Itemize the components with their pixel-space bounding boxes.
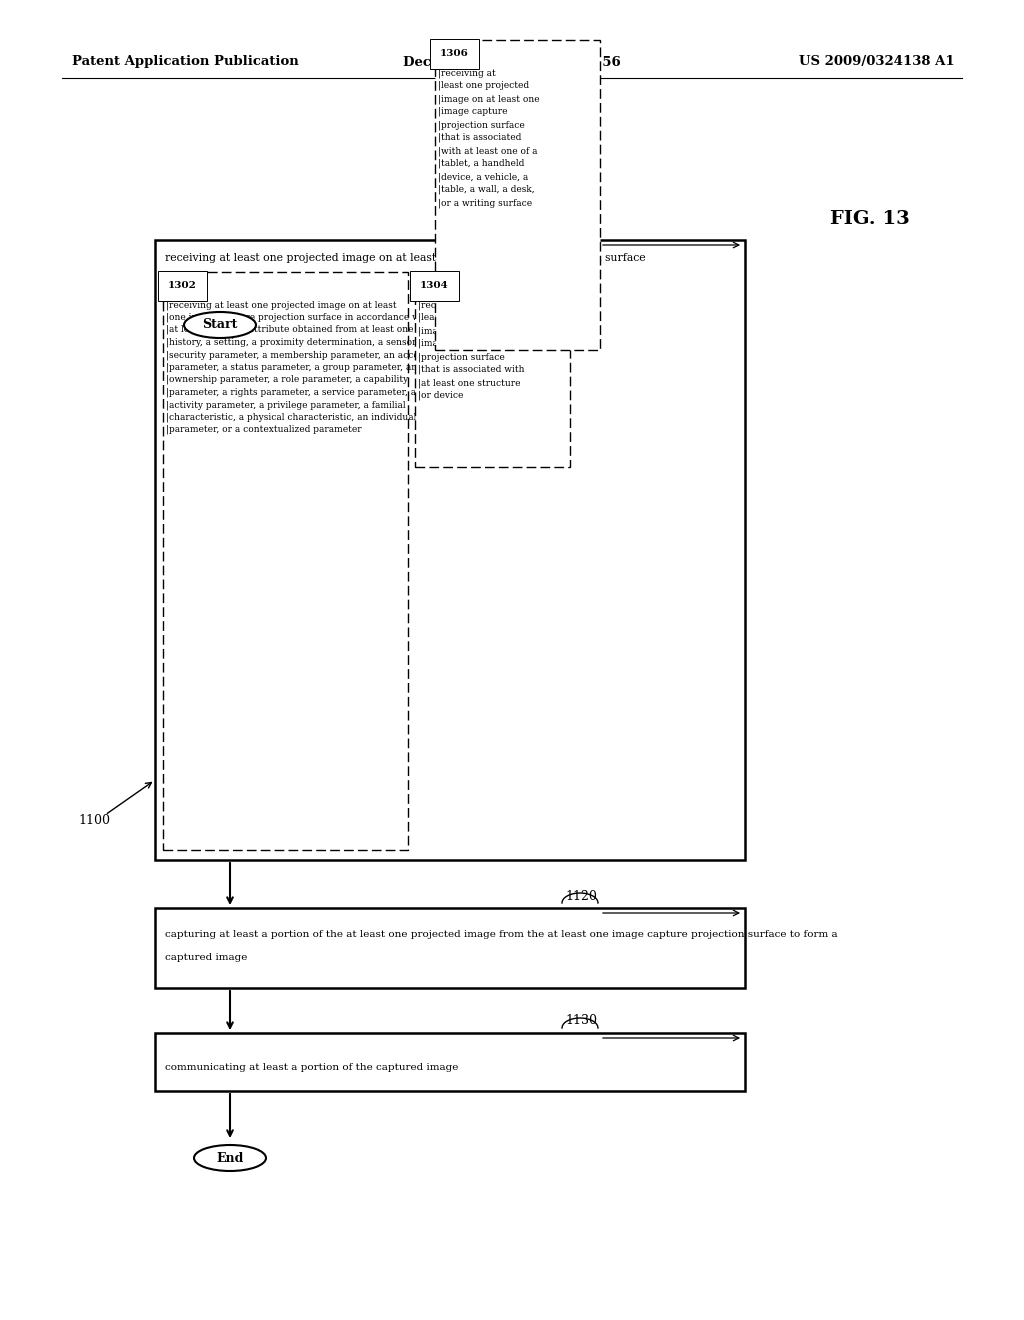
Text: |or device: |or device <box>418 391 464 400</box>
Text: receiving at least one projected image on at least one image capture projection : receiving at least one projected image o… <box>165 253 645 263</box>
Ellipse shape <box>194 1144 266 1171</box>
Ellipse shape <box>184 312 256 338</box>
Bar <box>435 40 600 350</box>
Text: |parameter, or a contextualized parameter: |parameter, or a contextualized paramete… <box>166 425 361 434</box>
Text: 1100: 1100 <box>78 813 110 826</box>
Bar <box>163 272 408 850</box>
Text: |security parameter, a membership parameter, an account: |security parameter, a membership parame… <box>166 350 434 359</box>
Text: 1304: 1304 <box>420 281 449 290</box>
Text: Patent Application Publication: Patent Application Publication <box>72 55 299 69</box>
Text: |at least one structure: |at least one structure <box>418 378 520 388</box>
Text: |at least one user attribute obtained from at least one of a: |at least one user attribute obtained fr… <box>166 325 433 334</box>
Text: captured image: captured image <box>165 953 248 962</box>
Text: |least one projected: |least one projected <box>418 313 509 322</box>
Text: capturing at least a portion of the at least one projected image from the at lea: capturing at least a portion of the at l… <box>165 931 838 939</box>
Text: |that is associated: |that is associated <box>438 133 521 143</box>
Text: Start: Start <box>203 318 238 331</box>
Text: |device, a vehicle, a: |device, a vehicle, a <box>438 172 528 181</box>
Text: |or a writing surface: |or a writing surface <box>438 198 532 207</box>
Text: 1302: 1302 <box>168 281 197 290</box>
Text: 1110: 1110 <box>565 222 597 235</box>
Text: |image capture: |image capture <box>438 107 508 116</box>
Text: 1306: 1306 <box>440 49 469 58</box>
Text: Dec. 31, 2009  Sheet 13 of 56: Dec. 31, 2009 Sheet 13 of 56 <box>403 55 621 69</box>
Text: |least one projected: |least one projected <box>438 81 529 91</box>
Text: |projection surface: |projection surface <box>418 352 505 362</box>
Text: |tablet, a handheld: |tablet, a handheld <box>438 158 524 169</box>
Text: |image capture: |image capture <box>418 339 487 348</box>
Text: End: End <box>216 1151 244 1164</box>
Text: |one image capture projection surface in accordance with: |one image capture projection surface in… <box>166 313 432 322</box>
Bar <box>155 908 745 987</box>
Text: |with at least one of a: |with at least one of a <box>438 147 538 156</box>
Text: communicating at least a portion of the captured image: communicating at least a portion of the … <box>165 1063 459 1072</box>
Text: FIG. 13: FIG. 13 <box>830 210 910 228</box>
Text: |parameter, a rights parameter, a service parameter, an: |parameter, a rights parameter, a servic… <box>166 388 422 397</box>
Bar <box>155 240 745 861</box>
Text: |image on at least one: |image on at least one <box>438 94 540 103</box>
Text: 1130: 1130 <box>565 1015 597 1027</box>
Text: |ownership parameter, a role parameter, a capability: |ownership parameter, a role parameter, … <box>166 375 409 384</box>
Text: 1120: 1120 <box>565 890 597 903</box>
Text: |table, a wall, a desk,: |table, a wall, a desk, <box>438 185 535 194</box>
Bar <box>155 1034 745 1092</box>
Text: |that is associated with: |that is associated with <box>418 366 524 375</box>
Text: |characteristic, a physical characteristic, an individualized: |characteristic, a physical characterist… <box>166 412 435 422</box>
Text: |receiving at least one projected image on at least: |receiving at least one projected image … <box>166 300 396 309</box>
Text: |receiving at: |receiving at <box>418 300 476 309</box>
Text: US 2009/0324138 A1: US 2009/0324138 A1 <box>800 55 955 69</box>
Text: |history, a setting, a proximity determination, a sensor, a: |history, a setting, a proximity determi… <box>166 338 427 347</box>
Text: |parameter, a status parameter, a group parameter, an: |parameter, a status parameter, a group … <box>166 363 417 372</box>
Text: |activity parameter, a privilege parameter, a familial: |activity parameter, a privilege paramet… <box>166 400 406 409</box>
Bar <box>415 272 570 467</box>
Text: |image on at least one: |image on at least one <box>418 326 519 335</box>
Text: |projection surface: |projection surface <box>438 120 524 129</box>
Text: |receiving at: |receiving at <box>438 69 496 78</box>
